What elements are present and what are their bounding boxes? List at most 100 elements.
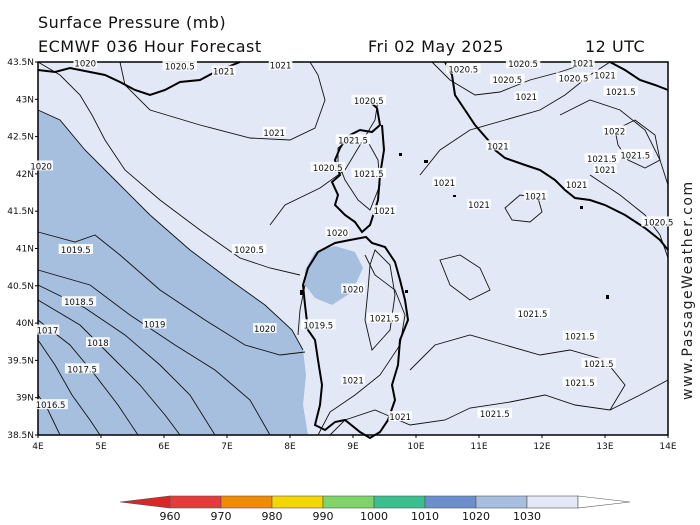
lat-label: 38.5N xyxy=(7,431,34,441)
isobar-label-bg xyxy=(64,363,100,374)
isobar-label-bg xyxy=(162,60,197,71)
colorbar-label: 1000 xyxy=(360,510,388,523)
isobar-label-bg xyxy=(33,399,68,410)
lon-label: 8E xyxy=(284,442,296,452)
isobar-label-bg xyxy=(505,58,541,69)
lon-label: 7E xyxy=(221,442,233,452)
isobar-label-bg xyxy=(35,324,60,335)
colorbar-segment xyxy=(475,495,528,509)
isobar-1020-5-northeast xyxy=(431,61,591,96)
isobar-label-bg xyxy=(486,140,510,151)
isobar-label-bg xyxy=(61,296,97,307)
isobar-1020 xyxy=(37,109,304,351)
isobar-label: 1020 xyxy=(254,325,276,335)
isobar-label: 1020.5 xyxy=(234,246,264,256)
isobar-labels: 1020 1020.5 1021 1021 1020.5 1020.5 1021 1020.5… xyxy=(29,57,676,423)
isobar-label: 1022 xyxy=(604,127,626,137)
isobar-label-bg xyxy=(593,164,617,175)
isobar-label-bg xyxy=(341,283,365,294)
isobar-label-bg xyxy=(490,73,525,84)
lon-label: 13E xyxy=(596,442,613,452)
isobar-label-bg xyxy=(231,243,267,254)
isobar-label: 1021.5 xyxy=(354,170,384,180)
isobar-label: 1021.5 xyxy=(370,315,400,325)
isobar-label-bg xyxy=(212,65,236,76)
isobar-label: 1020.5 xyxy=(559,74,589,84)
pressure-colorbar: 960 970 980 990 1000 1010 1020 1030 xyxy=(119,495,631,523)
colorbar-segment xyxy=(169,495,222,509)
isobar-label-bg xyxy=(335,134,371,145)
isobar-label: 1021 xyxy=(270,62,292,72)
isobar-label-bg xyxy=(477,408,512,419)
isobar-label-bg xyxy=(523,190,548,201)
isobar-label: 1019.5 xyxy=(61,246,91,256)
isobar-label: 1021.5 xyxy=(518,310,548,320)
lat-label: 43.5N xyxy=(7,58,34,68)
lat-label: 40N xyxy=(16,319,34,329)
island-tavolara xyxy=(405,290,408,293)
isobar-label: 1021.5 xyxy=(587,155,617,165)
lon-label: 4E xyxy=(32,442,44,452)
isobar-label-bg xyxy=(351,94,386,105)
island-giglio xyxy=(453,195,456,197)
colorbar-label: 970 xyxy=(211,510,232,523)
isobar-label-bg xyxy=(432,176,457,187)
isobar-label-bg xyxy=(351,167,386,178)
lat-label: 42N xyxy=(16,170,34,180)
isobar-label-bg xyxy=(73,57,98,68)
isobar-1019 xyxy=(37,269,271,436)
lon-label: 6E xyxy=(158,442,170,452)
island-ischia xyxy=(580,206,583,209)
island-ponza xyxy=(606,295,609,299)
isobar-label-bg xyxy=(514,91,539,102)
small-islands xyxy=(300,153,609,299)
forecast-date: Fri 02 May 2025 xyxy=(368,37,504,56)
colorbar-label: 1020 xyxy=(462,510,490,523)
isobar-label: 1020.5 xyxy=(492,76,522,86)
isobar-1021-west xyxy=(119,61,326,141)
colorbar-segment xyxy=(271,495,324,509)
isobar-label-bg xyxy=(86,337,110,348)
isobar-label: 1020.5 xyxy=(354,97,384,107)
isobar-label-bg xyxy=(58,243,93,254)
isobar-label: 1020.5 xyxy=(508,60,538,70)
isobar-1021-5-east xyxy=(559,99,669,186)
isobar-label-bg xyxy=(641,216,676,227)
isobar-label: 1021.5 xyxy=(584,360,614,370)
longitude-labels: 4E 5E 6E 7E 8E 9E 10E 11E 12E 13E 14E xyxy=(32,435,677,452)
isobar-label-bg xyxy=(603,85,638,96)
isobar-1021-loop xyxy=(504,194,543,223)
site-credit: www.PassageWeather.com xyxy=(680,180,696,400)
colorbar-label: 990 xyxy=(313,510,334,523)
isobar-label: 1021 xyxy=(487,142,509,152)
colorbar-segment xyxy=(220,495,273,509)
colorbar-segment xyxy=(526,495,579,509)
colorbar-segment xyxy=(424,495,477,509)
isobar-label: 1020.5 xyxy=(448,65,478,75)
lon-label: 5E xyxy=(95,442,107,452)
isobar-label-bg xyxy=(584,152,620,163)
isobar-label: 1020 xyxy=(326,229,348,239)
lat-label: 43N xyxy=(16,95,34,105)
isobar-label-bg xyxy=(29,160,53,171)
lat-label: 41.5N xyxy=(7,207,34,217)
isobar-label: 1017 xyxy=(37,327,59,337)
isobar-1017-5 xyxy=(37,319,139,436)
isobar-label-bg xyxy=(310,161,345,172)
isobar-1019-5 xyxy=(37,231,306,356)
colorbar-label: 980 xyxy=(262,510,283,523)
isobar-label: 1019 xyxy=(144,321,166,331)
isobar-label-bg xyxy=(571,57,595,68)
coastline-sardinia xyxy=(301,235,410,440)
isobar-label-bg xyxy=(262,126,287,137)
isobar-label-bg xyxy=(467,199,491,210)
isobar-1021-5-south xyxy=(409,334,626,411)
isobar-label-bg xyxy=(618,149,653,160)
isobar-label: 1021.5 xyxy=(606,88,636,98)
isobar-label: 1021 xyxy=(566,181,588,191)
lon-label: 11E xyxy=(470,442,487,452)
lon-label: 14E xyxy=(659,442,676,452)
pressure-band-1010-1020 xyxy=(38,110,308,435)
coastlines xyxy=(37,61,669,440)
